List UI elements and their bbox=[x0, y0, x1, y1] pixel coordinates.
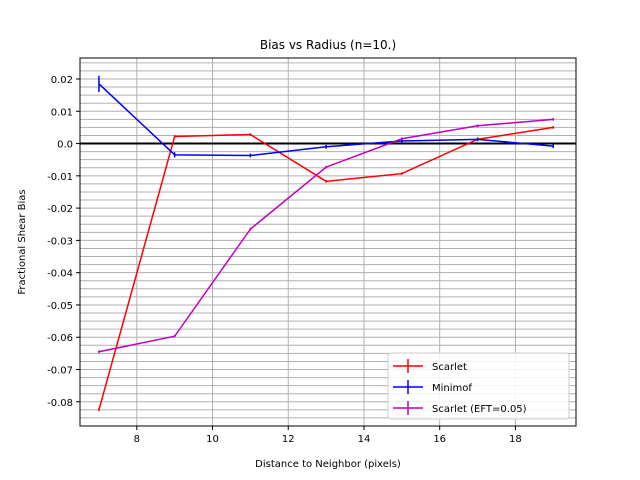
x-tick-label: 10 bbox=[206, 434, 219, 445]
y-tick-label: -0.08 bbox=[47, 398, 73, 409]
y-axis-label: Fractional Shear Bias bbox=[17, 189, 28, 294]
legend: Scarlet Minimof Scarlet (EFT=0.05) bbox=[387, 352, 570, 420]
legend-item: Scarlet (EFT=0.05) bbox=[393, 401, 527, 415]
legend-item: Scarlet bbox=[393, 359, 467, 373]
x-axis-label: Distance to Neighbor (pixels) bbox=[255, 459, 401, 470]
legend-label: Minimof bbox=[432, 383, 472, 394]
y-tick-label: -0.05 bbox=[47, 301, 73, 312]
series-2 bbox=[98, 75, 555, 158]
y-tick-label: -0.04 bbox=[47, 269, 73, 280]
x-tick-label: 18 bbox=[509, 434, 522, 445]
x-tick-label: 14 bbox=[358, 434, 371, 445]
chart-title: Bias vs Radius (n=10.) bbox=[260, 38, 396, 52]
y-tick-label: 0.02 bbox=[51, 75, 73, 86]
legend-item: Minimof bbox=[393, 380, 472, 394]
legend-label: Scarlet (EFT=0.05) bbox=[432, 404, 527, 415]
y-tick-label: -0.02 bbox=[47, 204, 73, 215]
series-layer bbox=[98, 75, 555, 412]
y-tick-label: -0.01 bbox=[47, 172, 73, 183]
legend-box bbox=[387, 352, 570, 420]
y-tick-label: 0.01 bbox=[51, 107, 73, 118]
y-tick-label: 0.0 bbox=[57, 140, 73, 151]
plot-frame bbox=[79, 57, 577, 427]
legend-label: Scarlet bbox=[432, 362, 467, 373]
ticks: 8 10 12 14 16 18 0.02 0.01 0.0 -0.01 -0.02 -0.03 -0.… bbox=[47, 75, 522, 445]
x-tick-label: 12 bbox=[282, 434, 295, 445]
y-tick-label: -0.03 bbox=[47, 236, 73, 247]
x-tick-label: 16 bbox=[433, 434, 446, 445]
series-3 bbox=[98, 118, 555, 354]
y-tick-label: -0.06 bbox=[47, 333, 73, 344]
y-tick-label: -0.07 bbox=[47, 366, 73, 377]
x-tick-label: 8 bbox=[134, 434, 140, 445]
